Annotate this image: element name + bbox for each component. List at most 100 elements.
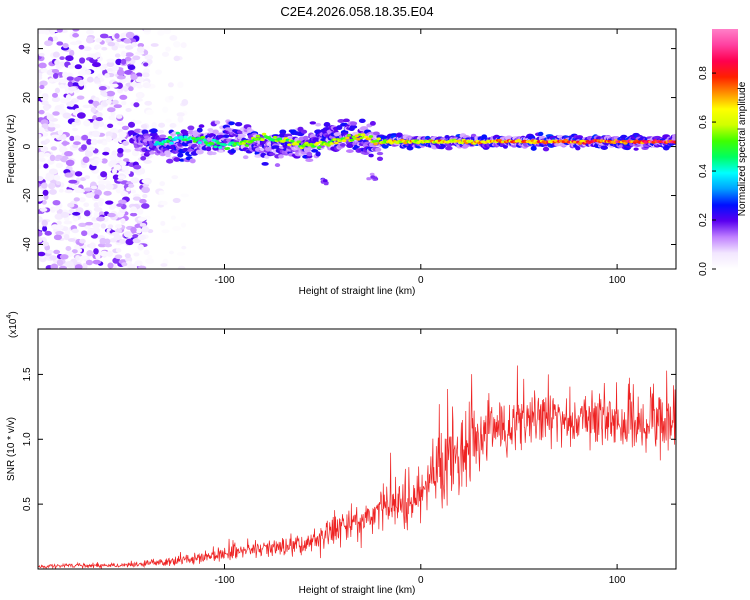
spectrogram-x-label: Height of straight line (km) [299,286,416,297]
heatmap-cell [137,42,145,48]
heatmap-cell [55,181,61,186]
heatmap-cell [140,156,147,161]
colorbar-tick-label: 0.4 [698,164,709,178]
heatmap-cell [52,77,61,83]
heatmap-cell [672,134,676,139]
heatmap-cell [113,234,123,241]
snr-scale-base: (x10 [8,318,19,338]
heatmap-cell [68,179,78,184]
heatmap-cell [64,150,73,157]
heatmap-cell [147,229,154,234]
heatmap-cell [122,158,130,162]
heatmap-cell [210,142,215,146]
colorbar-tick-label: 0.6 [698,115,709,129]
heatmap-cell [181,138,187,142]
heatmap-cell [38,72,43,78]
figure-title: C2E4.2026.058.18.35.E04 [280,4,433,19]
heatmap-cell [249,139,254,143]
heatmap-cell [260,138,265,142]
heatmap-cell [159,134,167,139]
heatmap-cell [161,51,170,57]
heatmap-cell [130,177,140,184]
heatmap-cell [91,222,101,229]
heatmap-cell [93,194,100,200]
heatmap-cell [103,190,112,196]
heatmap-cell [137,92,143,98]
heatmap-cell [376,151,384,156]
heatmap-cell [222,143,228,147]
heatmap-cell [274,163,281,168]
heatmap-cell [368,153,374,158]
heatmap-cell [85,221,94,226]
heatmap-cell [134,260,143,267]
heatmap-cell [305,158,314,163]
snr-x-ticks: -100 0 100 [214,329,626,586]
heatmap-cell [67,202,75,208]
heatmap-cell [75,254,81,261]
snr-background [38,329,676,569]
heatmap-cell [133,164,142,170]
heatmap-cell [182,130,190,136]
heatmap-cell [69,49,75,57]
heatmap-cell [56,220,62,226]
heatmap-cell [86,146,96,152]
heatmap-cell [43,152,51,157]
heatmap-cell [177,265,186,269]
heatmap-cell [309,121,317,125]
heatmap-cell [38,251,46,257]
heatmap-cell [95,117,104,122]
heatmap-cell [112,83,119,88]
heatmap-cell [132,55,141,61]
heatmap-cell [255,134,261,138]
heatmap-cell [368,135,374,138]
snr-scale-label: (x104) [6,311,19,338]
heatmap-cell [144,54,153,60]
heatmap-cell [105,200,114,205]
x-tick-label: 100 [609,275,626,286]
heatmap-cell [52,51,60,58]
heatmap-cell [81,134,89,141]
heatmap-cell [99,237,107,245]
heatmap-cell [65,245,72,252]
heatmap-cell [124,45,134,50]
heatmap-cell [51,68,60,74]
heatmap-cell [360,126,369,131]
heatmap-cell [38,230,43,237]
heatmap-cell [161,200,168,206]
heatmap-cell [62,71,68,78]
heatmap-cell [197,141,202,145]
heatmap-cell [116,75,126,80]
spectrogram-heatmap [38,29,676,269]
heatmap-cell [60,211,70,218]
heatmap-cell [73,197,80,202]
heatmap-cell [50,263,59,269]
heatmap-cell [140,124,148,129]
heatmap-cell [93,207,103,212]
heatmap-cell [113,164,122,171]
heatmap-cell [63,220,73,225]
heatmap-cell [106,68,114,72]
heatmap-cell [345,136,350,140]
heatmap-cell [178,135,184,139]
heatmap-cell [38,215,43,223]
heatmap-cell [39,207,48,212]
snr-frame [37,328,677,570]
heatmap-cell [48,78,54,83]
heatmap-cell [100,223,106,229]
heatmap-cell [177,116,184,123]
heatmap-cell [66,101,75,107]
heatmap-cell [104,243,113,248]
heatmap-cell [296,140,301,144]
heatmap-cell [49,188,57,195]
heatmap-cell [111,45,119,51]
heatmap-cell [127,264,136,269]
heatmap-cell [38,109,45,115]
heatmap-cell [120,58,127,65]
heatmap-cell [173,41,181,48]
heatmap-cell [98,198,105,202]
heatmap-cell [149,132,158,137]
spectrogram-y-ticks: -40 -20 0 20 40 [22,43,676,252]
heatmap-cell [107,107,116,113]
heatmap-cell [48,168,58,175]
heatmap-cell [113,104,122,109]
